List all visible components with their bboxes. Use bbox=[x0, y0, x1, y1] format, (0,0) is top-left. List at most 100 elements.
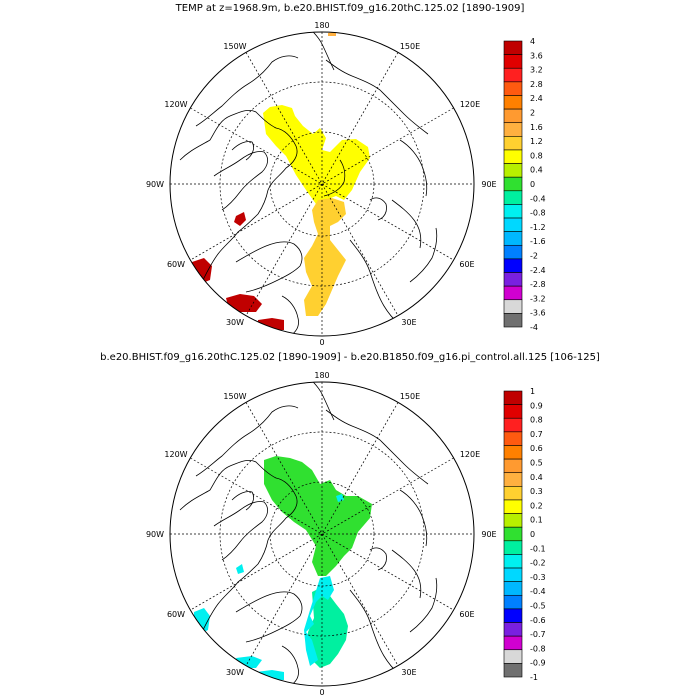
colorbar-swatch bbox=[503, 404, 523, 419]
graticule-1 bbox=[170, 32, 474, 336]
colorbar-2: 1 0.9 0.8 0.7 0.6 0.5 0.4 0.3 0.2 0.1 0 -0.1 -0.2 -0.… bbox=[503, 387, 546, 682]
colorbar-label: 2.4 bbox=[530, 94, 543, 103]
colorbar-swatch bbox=[503, 486, 523, 501]
colorbar-label: 3.2 bbox=[530, 66, 543, 75]
colorbar-label: 0.2 bbox=[530, 501, 543, 510]
colorbar-swatch bbox=[503, 581, 523, 596]
lon-label-120e-b: 120E bbox=[460, 450, 480, 459]
colorbar-swatch bbox=[503, 285, 523, 301]
colorbar-swatch bbox=[503, 526, 523, 542]
colorbar-label: -3.6 bbox=[530, 309, 546, 318]
lon-label-90e-b: 90E bbox=[481, 530, 496, 539]
field-gold-region bbox=[304, 198, 346, 316]
colorbar-swatch bbox=[503, 608, 523, 623]
panel-1-map: 180 150W 150E 120W 120E 90W 90E 60W 60E … bbox=[146, 21, 546, 347]
colorbar-label: 2 bbox=[530, 109, 535, 118]
lon-label-180: 180 bbox=[314, 21, 329, 30]
colorbar-swatch bbox=[503, 95, 523, 110]
field-darkred-greenland bbox=[226, 294, 262, 312]
lon-label-30w-b: 30W bbox=[226, 668, 244, 677]
colorbar-label: 1 bbox=[530, 387, 535, 396]
lon-label-150e: 150E bbox=[400, 42, 420, 51]
lon-label-120w: 120W bbox=[164, 100, 187, 109]
colorbar-1: 4 3.6 3.2 2.8 2.4 2 1.6 1.2 0.8 0.4 0 -0.4 -0.8 -1.2 -… bbox=[503, 37, 546, 332]
lon-label-150e-b: 150E bbox=[400, 392, 420, 401]
colorbar-swatch bbox=[503, 272, 523, 287]
colorbar-label: 0.8 bbox=[530, 416, 543, 425]
colorbar-label: -0.5 bbox=[530, 602, 546, 611]
colorbar-swatch bbox=[503, 204, 523, 219]
colorbar-swatch bbox=[503, 445, 523, 460]
colorbar-label: 0.1 bbox=[530, 516, 543, 525]
colorbar-swatch bbox=[503, 136, 523, 151]
lon-label-30e: 30E bbox=[401, 318, 416, 327]
colorbar-swatch bbox=[503, 244, 523, 260]
lon-label-60w: 60W bbox=[167, 260, 185, 269]
graticule-2 bbox=[170, 382, 474, 686]
colorbar-label: -1.6 bbox=[530, 237, 546, 246]
colorbar-swatch bbox=[503, 217, 523, 232]
colorbar-swatch bbox=[503, 231, 523, 246]
colorbar-label: -3.2 bbox=[530, 294, 546, 303]
lon-label-90w-b: 90W bbox=[146, 530, 164, 539]
colorbar-label: 4 bbox=[530, 37, 535, 46]
colorbar-swatch bbox=[503, 299, 523, 314]
colorbar-swatch bbox=[503, 417, 523, 433]
field-yellow-region bbox=[263, 105, 370, 204]
colorbar-swatch bbox=[503, 513, 523, 528]
lon-label-60e: 60E bbox=[459, 260, 474, 269]
colorbar-swatch bbox=[503, 594, 523, 610]
colorbar-swatch bbox=[503, 622, 523, 637]
colorbar-swatch bbox=[503, 499, 523, 514]
colorbar-swatch bbox=[503, 54, 523, 69]
colorbar-label: 1.2 bbox=[530, 137, 543, 146]
coastlines-1 bbox=[179, 32, 438, 336]
colorbar-label: 0.5 bbox=[530, 459, 543, 468]
colorbar-label: 0.4 bbox=[530, 166, 543, 175]
colorbar-swatch bbox=[503, 458, 523, 474]
field-cyan-region bbox=[304, 576, 334, 666]
lon-label-90e: 90E bbox=[481, 180, 496, 189]
colorbar-swatch bbox=[503, 40, 523, 55]
lon-label-180-b: 180 bbox=[314, 371, 329, 380]
panel-2-map: 180 150W 150E 120W 120E 90W 90E 60W 60E … bbox=[146, 371, 546, 697]
colorbar-swatch bbox=[503, 258, 523, 273]
lon-label-0: 0 bbox=[319, 338, 324, 347]
colorbar-swatch bbox=[503, 390, 523, 405]
colorbar-label: -2.4 bbox=[530, 266, 546, 275]
map-boundary-1 bbox=[169, 31, 475, 337]
colorbar-label: -0.3 bbox=[530, 573, 546, 582]
colorbar-swatch bbox=[503, 554, 523, 569]
colorbar-swatch bbox=[503, 313, 523, 328]
lon-label-150w: 150W bbox=[223, 42, 246, 51]
lon-label-0-b: 0 bbox=[319, 688, 324, 697]
lon-label-30e-b: 30E bbox=[401, 668, 416, 677]
colorbar-swatch bbox=[503, 149, 523, 164]
colorbar-swatch bbox=[503, 540, 523, 555]
colorbar-label: 1.6 bbox=[530, 123, 543, 132]
colorbar-swatch bbox=[503, 176, 523, 192]
field-orange-edge bbox=[328, 32, 336, 36]
colorbar-label: -0.7 bbox=[530, 630, 546, 639]
colorbar-swatch bbox=[503, 649, 523, 664]
colorbar-label: -0.4 bbox=[530, 194, 546, 203]
map-boundary-2 bbox=[169, 381, 475, 687]
colorbar-label: -1.2 bbox=[530, 223, 546, 232]
colorbar-label: -0.2 bbox=[530, 559, 546, 568]
colorbar-label: 0.7 bbox=[530, 430, 543, 439]
colorbar-label: -0.6 bbox=[530, 616, 546, 625]
colorbar-label: -1 bbox=[530, 673, 538, 682]
field-darkred-small bbox=[234, 212, 246, 226]
colorbar-label: -0.1 bbox=[530, 544, 546, 553]
field-darkred-west bbox=[192, 258, 212, 284]
field-teal-region bbox=[306, 586, 348, 668]
colorbar-swatch bbox=[503, 108, 523, 124]
colorbar-swatch bbox=[503, 122, 523, 137]
lon-label-120e: 120E bbox=[460, 100, 480, 109]
colorbar-swatch bbox=[503, 190, 523, 205]
colorbar-label: -0.8 bbox=[530, 209, 546, 218]
colorbar-label: 0.6 bbox=[530, 444, 543, 453]
colorbar-label: 0.4 bbox=[530, 473, 543, 482]
colorbar-label: 3.6 bbox=[530, 51, 543, 60]
